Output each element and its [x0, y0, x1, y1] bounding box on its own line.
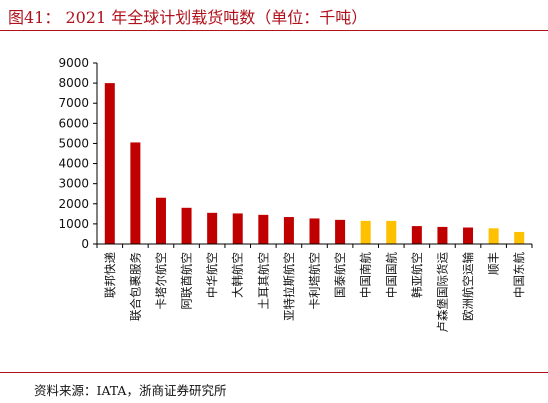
y-tick-label: 8000: [58, 76, 89, 90]
x-category-label: 大韩航空: [231, 252, 245, 298]
bar-chart: 0 1000 2000 3000 4000 5000 6000 7000 8000 9000 联邦…: [58, 56, 533, 333]
x-axis: 联邦快递 联合包裹服务 卡塔尔航空 阿联酋航空 中华航空 大韩航空 土耳其航空 亚特拉斯航空卡…: [96, 243, 533, 333]
bar: [463, 227, 474, 244]
bar: [488, 228, 499, 244]
bars: [104, 83, 525, 244]
bar: [104, 83, 115, 244]
bar: [207, 212, 218, 244]
y-tick-label: 7000: [58, 96, 89, 110]
x-category-label: 卡利塔航空: [308, 252, 322, 310]
x-category-label: 卡塔尔航空: [154, 252, 168, 310]
y-tick-label: 3000: [58, 177, 89, 191]
y-tick-label: 0: [81, 237, 89, 251]
x-category-label: 土耳其航空: [256, 252, 270, 310]
y-tick-label: 6000: [58, 116, 89, 130]
x-category-label: 中国国航: [384, 252, 398, 298]
bar: [411, 226, 422, 244]
bar: [155, 197, 166, 244]
bar: [514, 231, 525, 244]
x-category-label: 阿联酋航空: [180, 252, 194, 310]
y-tick-label: 4000: [58, 157, 89, 171]
bar: [309, 218, 320, 244]
y-tick-label: 2000: [58, 197, 89, 211]
x-category-label: 联合包裹服务: [128, 252, 142, 321]
bar: [232, 213, 243, 244]
bar: [130, 142, 141, 244]
figure-title: 图41： 2021 年全球计划载货吨数（单位：千吨）: [8, 8, 368, 27]
x-category-label: 中国东航: [512, 252, 526, 298]
y-tick-label: 9000: [58, 56, 89, 70]
bar: [258, 214, 269, 244]
bar: [283, 217, 294, 244]
x-category-label: 中国南航: [359, 252, 373, 298]
bar: [386, 220, 397, 244]
bar: [437, 226, 448, 244]
source-rule: [0, 372, 548, 373]
x-category-label: 中华航空: [205, 252, 219, 298]
x-category-label: 国泰航空: [333, 252, 347, 298]
bar: [181, 207, 192, 244]
x-category-label: 韩亚航空: [410, 252, 424, 298]
x-category-label: 顺丰: [487, 252, 501, 275]
y-axis: 0 1000 2000 3000 4000 5000 6000 7000 8000 9000: [58, 56, 98, 251]
bar: [360, 220, 371, 244]
x-category-label: 卢森堡国际货运: [435, 252, 449, 333]
source-note: 资料来源：IATA，浙商证券研究所: [34, 383, 227, 398]
x-category-label: 联邦快递: [103, 252, 117, 298]
bar: [335, 219, 346, 244]
x-category-label: 欧洲航空运输: [461, 252, 475, 321]
title-rule: [0, 30, 548, 31]
x-category-label: 亚特拉斯航空: [282, 252, 296, 321]
y-tick-label: 1000: [58, 217, 89, 231]
y-tick-label: 5000: [58, 136, 89, 150]
